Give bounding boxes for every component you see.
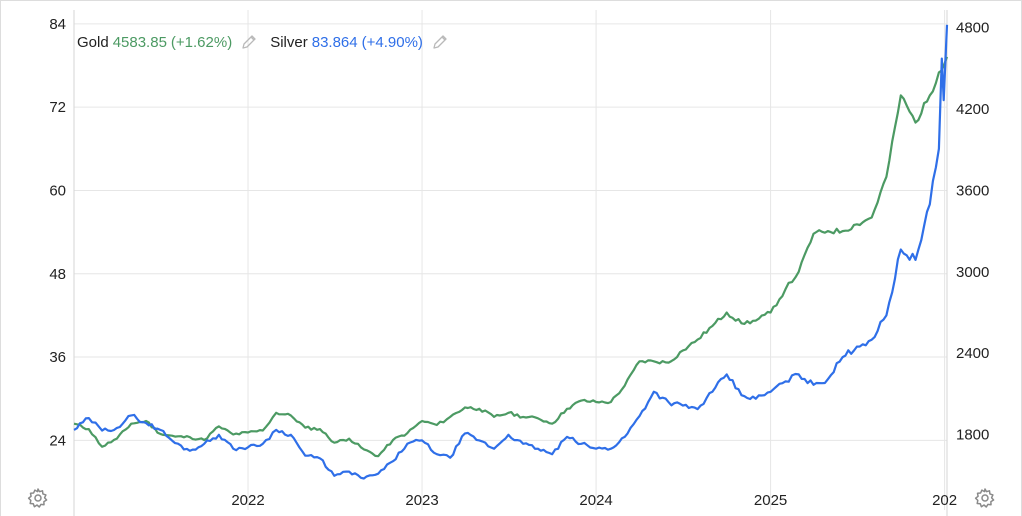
gear-icon[interactable] (974, 487, 996, 509)
gear-icon[interactable] (27, 487, 49, 509)
x-tick-label: 2025 (754, 492, 787, 509)
series-lines (73, 24, 949, 480)
left-tick-label: 84 (49, 16, 66, 33)
pencil-icon[interactable] (240, 33, 258, 51)
left-tick-label: 72 (49, 99, 66, 116)
x-axis-ticks: 2022 2023 2024 2025 202 (231, 492, 957, 509)
right-tick-label: 3000 (956, 264, 989, 281)
right-tick-label: 4200 (956, 101, 989, 118)
chart-border-left (0, 0, 1, 516)
x-tick-label: 202 (932, 492, 957, 509)
legend-silver-value: 83.864 (311, 33, 358, 51)
right-tick-label: 3600 (956, 182, 989, 199)
x-tick-label: 2022 (231, 492, 264, 509)
left-axis-ticks: 24 36 48 60 72 84 (49, 16, 66, 449)
legend-gold-value: 4583.85 (112, 33, 167, 51)
legend-gold-name: Gold (77, 33, 109, 51)
left-tick-label: 24 (49, 432, 66, 449)
left-tick-label: 48 (49, 266, 66, 283)
chart-legend: Gold 4583.85 (+1.62%) Silver 83.864 (+4.… (77, 33, 461, 51)
right-axis-ticks: 1800 2400 3000 3600 4200 4800 (956, 20, 989, 444)
x-tick-label: 2023 (405, 492, 438, 509)
right-tick-label: 1800 (956, 427, 989, 444)
left-tick-label: 36 (49, 349, 66, 366)
legend-gold-change: (+1.62%) (170, 33, 233, 51)
right-tick-label: 4800 (956, 20, 989, 37)
chart-border-top (0, 0, 1022, 1)
left-tick-label: 60 (49, 182, 66, 199)
legend-silver-change: (+4.90%) (361, 33, 423, 51)
series-line-silver (73, 24, 949, 480)
pencil-icon[interactable] (431, 33, 449, 51)
x-tick-label: 2024 (579, 492, 612, 509)
legend-silver-name: Silver (270, 33, 308, 51)
legend-item-silver[interactable]: Silver 83.864 (+4.90%) (270, 33, 449, 51)
right-tick-label: 2400 (956, 345, 989, 362)
legend-item-gold[interactable]: Gold 4583.85 (+1.62%) (77, 33, 258, 51)
series-line-gold (73, 56, 949, 458)
